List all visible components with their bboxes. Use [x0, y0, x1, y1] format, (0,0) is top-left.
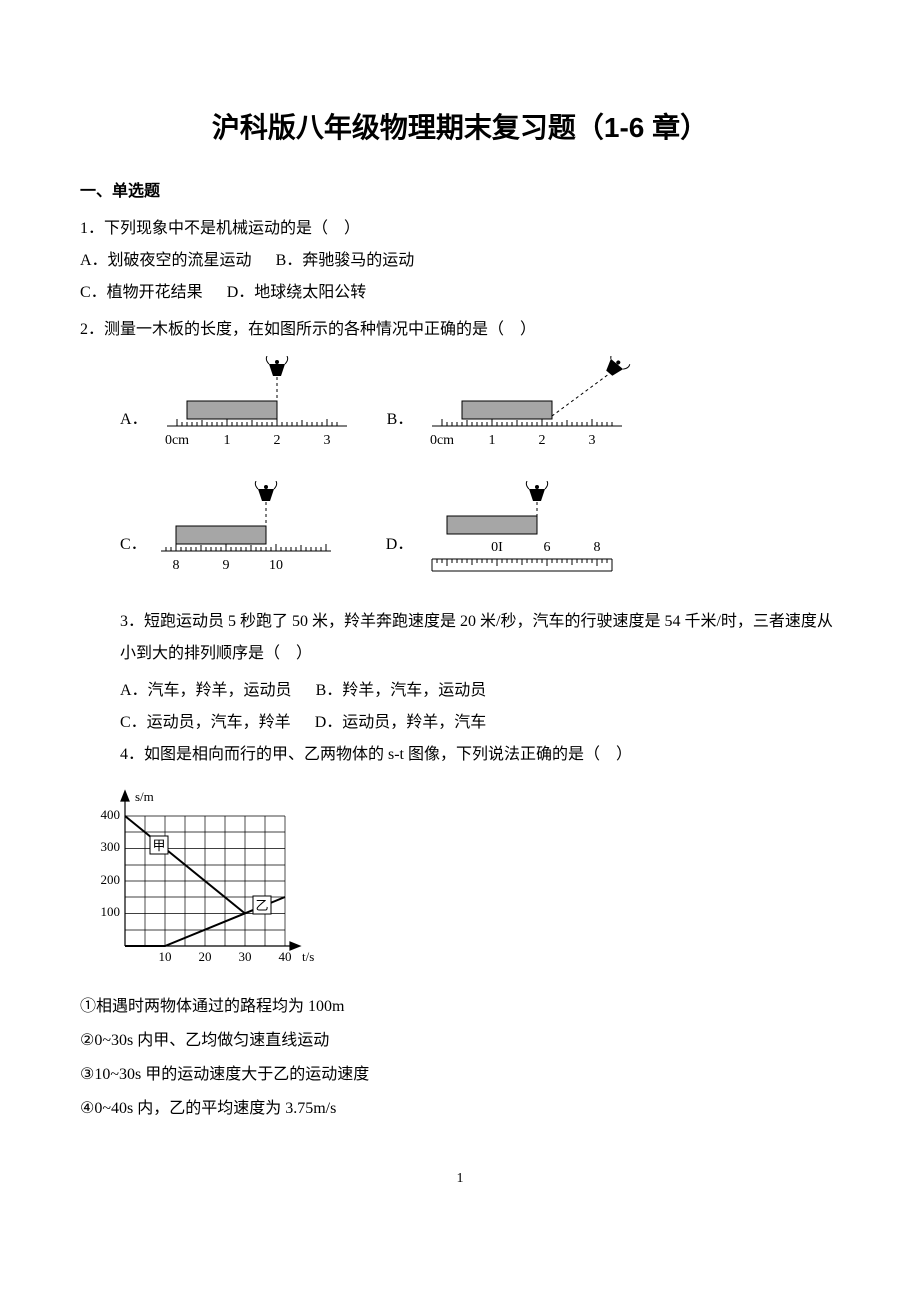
- q1-options-row1: A．划破夜空的流星运动 B．奔驰骏马的运动: [80, 245, 840, 277]
- svg-text:1: 1: [223, 433, 230, 448]
- svg-text:1: 1: [489, 433, 496, 448]
- question-1: 1．下列现象中不是机械运动的是（ ） A．划破夜空的流星运动 B．奔驰骏马的运动…: [80, 213, 840, 309]
- svg-text:s/m: s/m: [135, 789, 154, 804]
- q3-options-row1: A．汽车，羚羊，运动员 B．羚羊，汽车，运动员: [120, 675, 840, 707]
- svg-text:9: 9: [222, 558, 229, 573]
- q4-statement-1: ①相遇时两物体通过的路程均为 100m: [80, 991, 840, 1023]
- q4-chart: 甲 乙 400 300 200 100 10 20 30 40 s/m t/s: [80, 781, 840, 981]
- svg-text:3: 3: [323, 433, 330, 448]
- q3-option-b: B．羚羊，汽车，运动员: [316, 682, 487, 699]
- svg-text:10: 10: [269, 558, 283, 573]
- svg-text:8: 8: [594, 540, 601, 555]
- q2-label-a: A．: [120, 404, 148, 471]
- svg-text:300: 300: [101, 839, 121, 854]
- ruler-diagram-d: 0I 6 8: [422, 481, 622, 596]
- svg-text:甲: 甲: [152, 838, 165, 853]
- q2-option-a-block: A． 0cm 1 2: [120, 356, 357, 471]
- svg-text:2: 2: [539, 433, 546, 448]
- ruler-diagram-b: 0cm 1 2 3: [422, 356, 632, 471]
- svg-text:30: 30: [239, 949, 252, 964]
- svg-text:200: 200: [101, 872, 121, 887]
- q3-stem: 3．短跑运动员 5 秒跑了 50 米，羚羊奔跑速度是 20 米/秒，汽车的行驶速…: [120, 606, 840, 670]
- q2-option-d-block: D． 0I 6 8: [386, 481, 623, 596]
- page-title: 沪科版八年级物理期末复习题（1-6 章）: [80, 100, 840, 156]
- svg-text:6: 6: [544, 540, 551, 555]
- svg-text:0cm: 0cm: [165, 433, 189, 448]
- question-4: 4．如图是相向而行的甲、乙两物体的 s-t 图像，下列说法正确的是（ ）: [120, 739, 840, 771]
- q3-option-d: D．运动员，羚羊，汽车: [315, 714, 487, 731]
- svg-text:100: 100: [101, 904, 121, 919]
- q2-label-c: C．: [120, 529, 147, 596]
- svg-text:400: 400: [101, 807, 121, 822]
- svg-text:0cm: 0cm: [430, 433, 454, 448]
- q1-option-b: B．奔驰骏马的运动: [276, 252, 415, 269]
- q2-label-d: D．: [386, 529, 414, 596]
- question-2: 2．测量一木板的长度，在如图所示的各种情况中正确的是（ ） A．: [80, 314, 840, 596]
- st-chart: 甲 乙 400 300 200 100 10 20 30 40 s/m t/s: [80, 781, 320, 981]
- svg-text:t/s: t/s: [302, 949, 314, 964]
- svg-text:40: 40: [279, 949, 292, 964]
- q4-statement-3: ③10~30s 甲的运动速度大于乙的运动速度: [80, 1059, 840, 1091]
- q2-row-ab: A． 0cm 1 2: [120, 356, 840, 471]
- q1-stem: 1．下列现象中不是机械运动的是（ ）: [80, 213, 840, 245]
- question-3: 3．短跑运动员 5 秒跑了 50 米，羚羊奔跑速度是 20 米/秒，汽车的行驶速…: [120, 606, 840, 670]
- section-header: 一、单选题: [80, 176, 840, 208]
- svg-text:3: 3: [589, 433, 596, 448]
- svg-text:2: 2: [273, 433, 280, 448]
- q1-option-a: A．划破夜空的流星运动: [80, 252, 252, 269]
- q3-option-c: C．运动员，汽车，羚羊: [120, 714, 291, 731]
- q2-option-c-block: C． 8 9: [120, 481, 356, 596]
- q3-options-row2: C．运动员，汽车，羚羊 D．运动员，羚羊，汽车: [120, 707, 840, 739]
- q1-options-row2: C．植物开花结果 D．地球绕太阳公转: [80, 277, 840, 309]
- svg-text:20: 20: [199, 949, 212, 964]
- svg-text:8: 8: [172, 558, 179, 573]
- q4-statement-2: ②0~30s 内甲、乙均做匀速直线运动: [80, 1025, 840, 1057]
- q4-stem: 4．如图是相向而行的甲、乙两物体的 s-t 图像，下列说法正确的是（ ）: [120, 739, 840, 771]
- svg-text:10: 10: [159, 949, 172, 964]
- q3-option-a: A．汽车，羚羊，运动员: [120, 682, 292, 699]
- page-number: 1: [80, 1165, 840, 1193]
- q4-statement-4: ④0~40s 内，乙的平均速度为 3.75m/s: [80, 1093, 840, 1125]
- q2-row-cd: C． 8 9: [120, 481, 840, 596]
- q1-option-c: C．植物开花结果: [80, 284, 203, 301]
- svg-text:0I: 0I: [491, 540, 503, 555]
- q2-stem: 2．测量一木板的长度，在如图所示的各种情况中正确的是（ ）: [80, 314, 840, 346]
- q2-label-b: B．: [387, 404, 414, 471]
- svg-text:乙: 乙: [255, 898, 268, 913]
- ruler-diagram-a: 0cm 1 2 3: [157, 356, 357, 471]
- ruler-diagram-c: 8 9 10: [156, 481, 356, 596]
- q1-option-d: D．地球绕太阳公转: [227, 284, 367, 301]
- q2-option-b-block: B．: [387, 356, 633, 471]
